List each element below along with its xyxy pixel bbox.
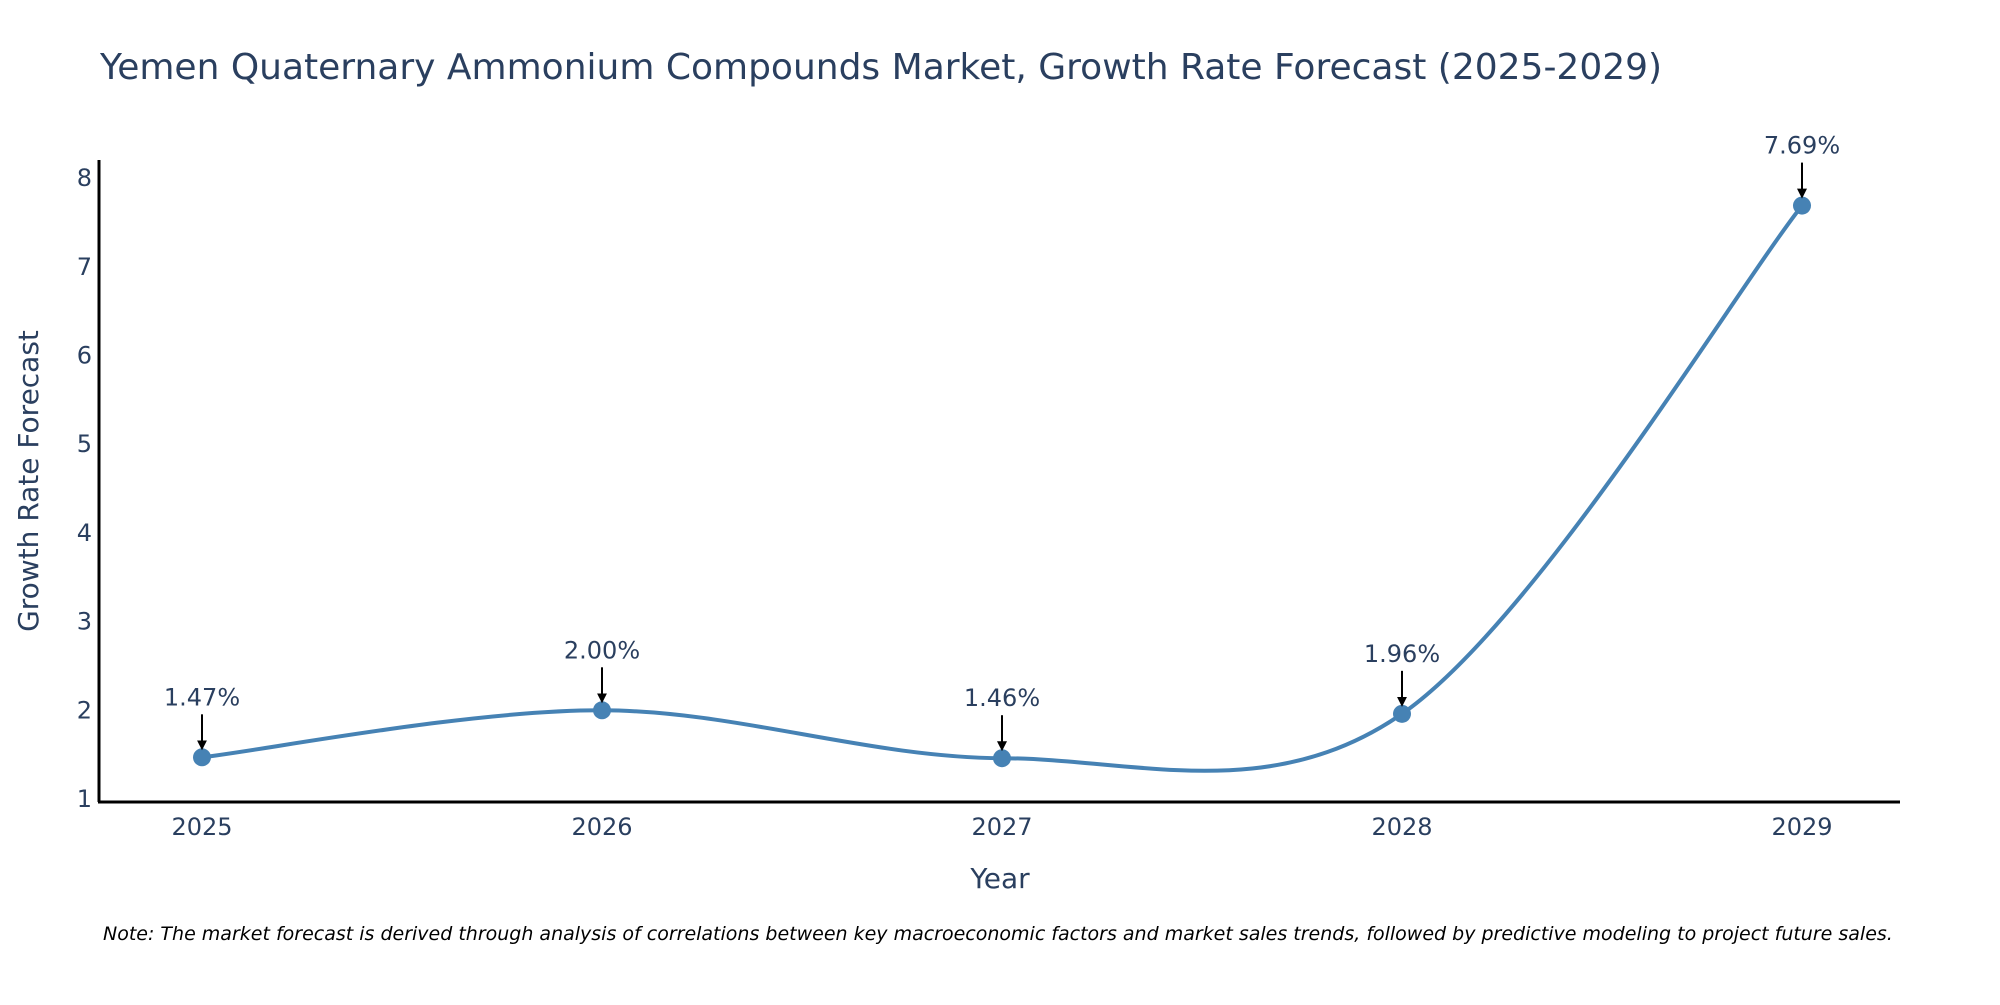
data-point[interactable] xyxy=(1793,196,1811,215)
footnote: Note: The market forecast is derived thr… xyxy=(103,923,1893,945)
data-annotations: 1.47% 2.00% 1.46% 1.96% 7.69% xyxy=(164,132,1840,752)
y-tick-label: 3 xyxy=(77,608,92,636)
x-tick-label: 2029 xyxy=(1771,813,1832,841)
chart-title: Yemen Quaternary Ammonium Compounds Mark… xyxy=(99,47,1662,88)
x-tick-label: 2025 xyxy=(171,813,232,841)
y-tick-label: 4 xyxy=(77,519,92,547)
data-label: 1.47% xyxy=(164,683,240,711)
data-label: 2.00% xyxy=(564,636,640,664)
y-tick-label: 1 xyxy=(77,785,92,813)
data-point[interactable] xyxy=(193,748,211,767)
data-point[interactable] xyxy=(993,749,1011,768)
data-points xyxy=(193,196,1811,768)
x-axis-title: Year xyxy=(969,862,1030,895)
data-label: 7.69% xyxy=(1764,132,1840,160)
series-line xyxy=(201,204,1804,773)
data-label: 1.96% xyxy=(1364,640,1440,668)
x-tick-label: 2028 xyxy=(1371,813,1432,841)
y-tick-label: 5 xyxy=(77,430,92,458)
data-point[interactable] xyxy=(593,701,611,720)
x-axis-ticks: 2025 2026 2027 2028 2029 xyxy=(171,813,1832,841)
x-tick-label: 2027 xyxy=(971,813,1032,841)
y-tick-label: 2 xyxy=(77,696,92,724)
y-tick-label: 7 xyxy=(77,253,92,281)
y-axis-title: Growth Rate Forecast xyxy=(12,330,45,632)
y-tick-label: 6 xyxy=(77,342,92,370)
y-axis-ticks: 1 2 3 4 5 6 7 8 xyxy=(77,164,92,813)
y-tick-label: 8 xyxy=(77,164,92,192)
data-point[interactable] xyxy=(1393,704,1411,723)
x-tick-label: 2026 xyxy=(571,813,632,841)
data-label: 1.46% xyxy=(964,684,1040,712)
